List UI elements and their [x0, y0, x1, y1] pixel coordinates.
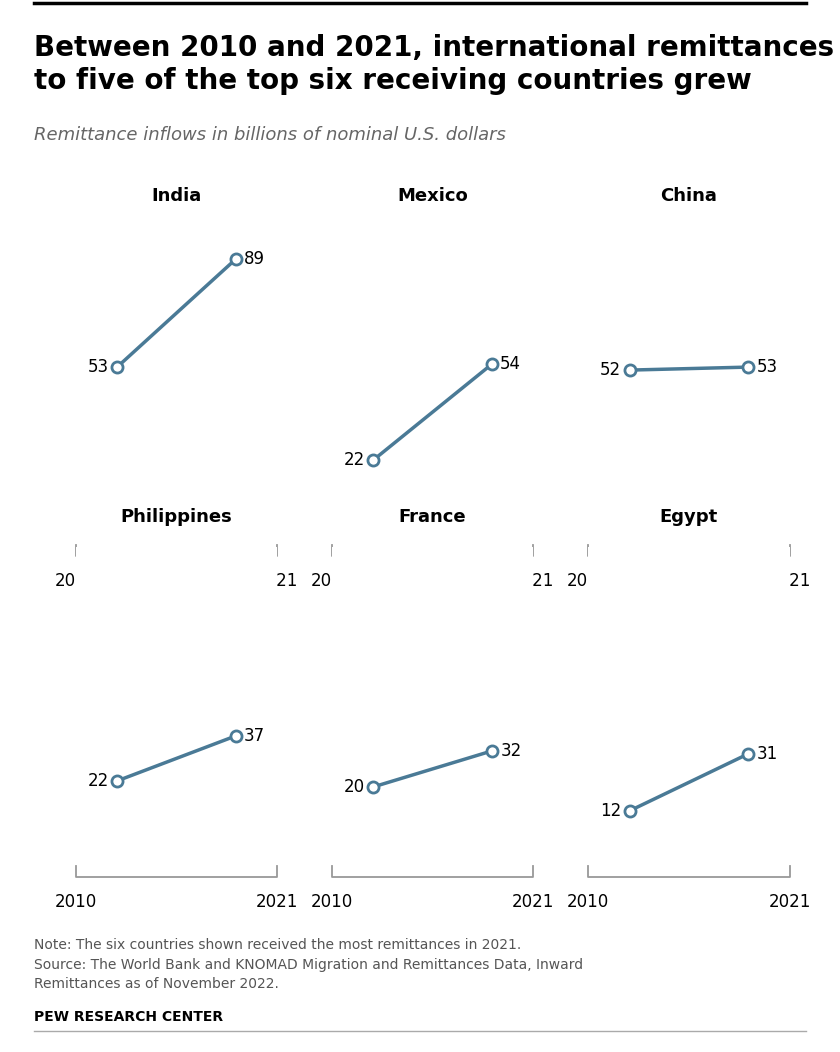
- Text: 22: 22: [344, 451, 365, 469]
- Text: 53: 53: [87, 358, 109, 377]
- Text: 2010: 2010: [311, 572, 353, 590]
- Text: 2010: 2010: [567, 572, 609, 590]
- Text: 2010: 2010: [567, 893, 609, 911]
- Text: 2021: 2021: [512, 572, 554, 590]
- Text: China: China: [660, 187, 717, 205]
- Text: Mexico: Mexico: [397, 187, 468, 205]
- Text: India: India: [151, 187, 202, 205]
- Text: 2021: 2021: [256, 893, 298, 911]
- Text: 2021: 2021: [769, 893, 811, 911]
- Text: 2010: 2010: [55, 893, 97, 911]
- Text: Egypt: Egypt: [659, 508, 718, 526]
- Text: France: France: [399, 508, 466, 526]
- Text: 53: 53: [756, 358, 778, 377]
- Text: 2021: 2021: [769, 572, 811, 590]
- Text: Note: The six countries shown received the most remittances in 2021.
Source: The: Note: The six countries shown received t…: [34, 938, 583, 991]
- Text: 2021: 2021: [512, 893, 554, 911]
- Text: 22: 22: [87, 772, 109, 790]
- Text: PEW RESEARCH CENTER: PEW RESEARCH CENTER: [34, 1010, 223, 1024]
- Text: 2010: 2010: [55, 572, 97, 590]
- Text: 31: 31: [756, 745, 778, 763]
- Text: 32: 32: [500, 742, 522, 760]
- Text: 37: 37: [244, 727, 265, 745]
- Text: 52: 52: [600, 361, 622, 379]
- Text: 2010: 2010: [311, 893, 353, 911]
- Text: 89: 89: [244, 250, 265, 268]
- Text: Remittance inflows in billions of nominal U.S. dollars: Remittance inflows in billions of nomina…: [34, 126, 506, 144]
- Text: Philippines: Philippines: [120, 508, 233, 526]
- Text: 54: 54: [500, 356, 521, 373]
- Text: 20: 20: [344, 777, 365, 796]
- Text: Between 2010 and 2021, international remittances
to five of the top six receivin: Between 2010 and 2021, international rem…: [34, 34, 834, 95]
- Text: 2021: 2021: [256, 572, 298, 590]
- Text: 12: 12: [600, 802, 622, 820]
